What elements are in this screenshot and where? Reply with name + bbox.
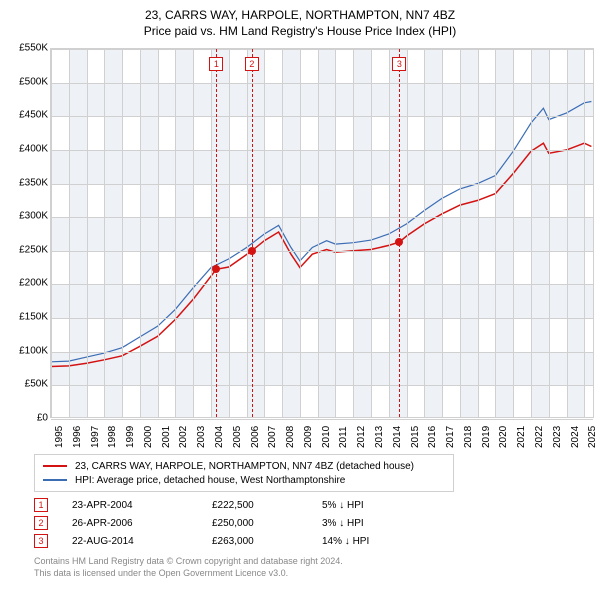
x-axis-label: 2020: [498, 426, 509, 448]
x-axis-label: 2004: [214, 426, 225, 448]
y-axis-label: £550K: [4, 43, 48, 54]
event-price: £222,500: [212, 500, 322, 511]
x-axis-label: 2008: [285, 426, 296, 448]
x-axis-label: 1999: [125, 426, 136, 448]
marker-box: 1: [209, 57, 223, 71]
x-axis-label: 2014: [392, 426, 403, 448]
event-row: 2 26-APR-2006£250,0003% ↓ HPI: [34, 514, 422, 532]
x-axis-label: 2009: [303, 426, 314, 448]
legend-label-2: HPI: Average price, detached house, West…: [75, 475, 345, 486]
x-axis-label: 2005: [232, 426, 243, 448]
y-axis-label: £200K: [4, 278, 48, 289]
event-table: 1 23-APR-2004£222,5005% ↓ HPI 2 26-APR-2006…: [34, 496, 422, 550]
x-axis-label: 2006: [250, 426, 261, 448]
x-axis-label: 2012: [356, 426, 367, 448]
y-axis-label: £400K: [4, 143, 48, 154]
marker-line: [216, 49, 217, 417]
y-axis-label: £50K: [4, 379, 48, 390]
y-axis-label: £450K: [4, 110, 48, 121]
legend-label-1: 23, CARRS WAY, HARPOLE, NORTHAMPTON, NN7…: [75, 461, 414, 472]
x-axis-label: 2013: [374, 426, 385, 448]
event-diff: 5% ↓ HPI: [322, 500, 422, 511]
y-axis-label: £250K: [4, 244, 48, 255]
marker-line: [399, 49, 400, 417]
event-row: 1 23-APR-2004£222,5005% ↓ HPI: [34, 496, 422, 514]
event-marker-box: 3: [34, 534, 48, 548]
title-line1: 23, CARRS WAY, HARPOLE, NORTHAMPTON, NN7…: [0, 8, 600, 22]
x-axis-label: 2003: [196, 426, 207, 448]
marker-dot: [248, 247, 256, 255]
x-axis-label: 2025: [587, 426, 598, 448]
x-axis-label: 2011: [338, 426, 349, 448]
x-axis-label: 2023: [552, 426, 563, 448]
event-price: £250,000: [212, 518, 322, 529]
x-axis-label: 2015: [410, 426, 421, 448]
marker-line: [252, 49, 253, 417]
y-axis-label: £350K: [4, 177, 48, 188]
y-axis-label: £150K: [4, 312, 48, 323]
chart-title: 23, CARRS WAY, HARPOLE, NORTHAMPTON, NN7…: [0, 0, 600, 38]
x-axis-label: 2018: [463, 426, 474, 448]
x-axis-label: 2001: [161, 426, 172, 448]
event-date: 23-APR-2004: [72, 500, 212, 511]
legend-row-series1: 23, CARRS WAY, HARPOLE, NORTHAMPTON, NN7…: [43, 459, 445, 473]
x-axis-label: 2019: [481, 426, 492, 448]
marker-box: 2: [245, 57, 259, 71]
x-axis-label: 2007: [267, 426, 278, 448]
x-axis-label: 2021: [516, 426, 527, 448]
x-axis-label: 2022: [534, 426, 545, 448]
legend-swatch-2: [43, 479, 67, 481]
chart-svg: [51, 49, 593, 417]
event-marker-box: 2: [34, 516, 48, 530]
x-axis-label: 1998: [107, 426, 118, 448]
x-axis-label: 1995: [54, 426, 65, 448]
legend-swatch-1: [43, 465, 67, 467]
y-axis-label: £500K: [4, 76, 48, 87]
series-line: [51, 102, 591, 362]
x-axis-label: 2017: [445, 426, 456, 448]
event-marker-box: 1: [34, 498, 48, 512]
event-diff: 3% ↓ HPI: [322, 518, 422, 529]
legend: 23, CARRS WAY, HARPOLE, NORTHAMPTON, NN7…: [34, 454, 454, 492]
event-price: £263,000: [212, 536, 322, 547]
marker-dot: [212, 265, 220, 273]
y-axis-label: £100K: [4, 345, 48, 356]
x-axis-label: 2016: [427, 426, 438, 448]
y-axis-label: £0: [4, 413, 48, 424]
footnote: Contains HM Land Registry data © Crown c…: [34, 556, 343, 579]
chart-plot-area: 1 2 3: [50, 48, 594, 418]
event-date: 26-APR-2006: [72, 518, 212, 529]
marker-dot: [395, 238, 403, 246]
title-line2: Price paid vs. HM Land Registry's House …: [0, 24, 600, 38]
legend-row-series2: HPI: Average price, detached house, West…: [43, 473, 445, 487]
x-axis-label: 2024: [570, 426, 581, 448]
footnote-line2: This data is licensed under the Open Gov…: [34, 568, 343, 580]
event-date: 22-AUG-2014: [72, 536, 212, 547]
x-axis-label: 1997: [90, 426, 101, 448]
event-row: 3 22-AUG-2014£263,00014% ↓ HPI: [34, 532, 422, 550]
x-axis-label: 2000: [143, 426, 154, 448]
footnote-line1: Contains HM Land Registry data © Crown c…: [34, 556, 343, 568]
x-axis-label: 2002: [178, 426, 189, 448]
series-line: [51, 143, 591, 366]
x-axis-label: 2010: [321, 426, 332, 448]
event-diff: 14% ↓ HPI: [322, 536, 422, 547]
y-axis-label: £300K: [4, 211, 48, 222]
x-axis-label: 1996: [72, 426, 83, 448]
marker-box: 3: [392, 57, 406, 71]
